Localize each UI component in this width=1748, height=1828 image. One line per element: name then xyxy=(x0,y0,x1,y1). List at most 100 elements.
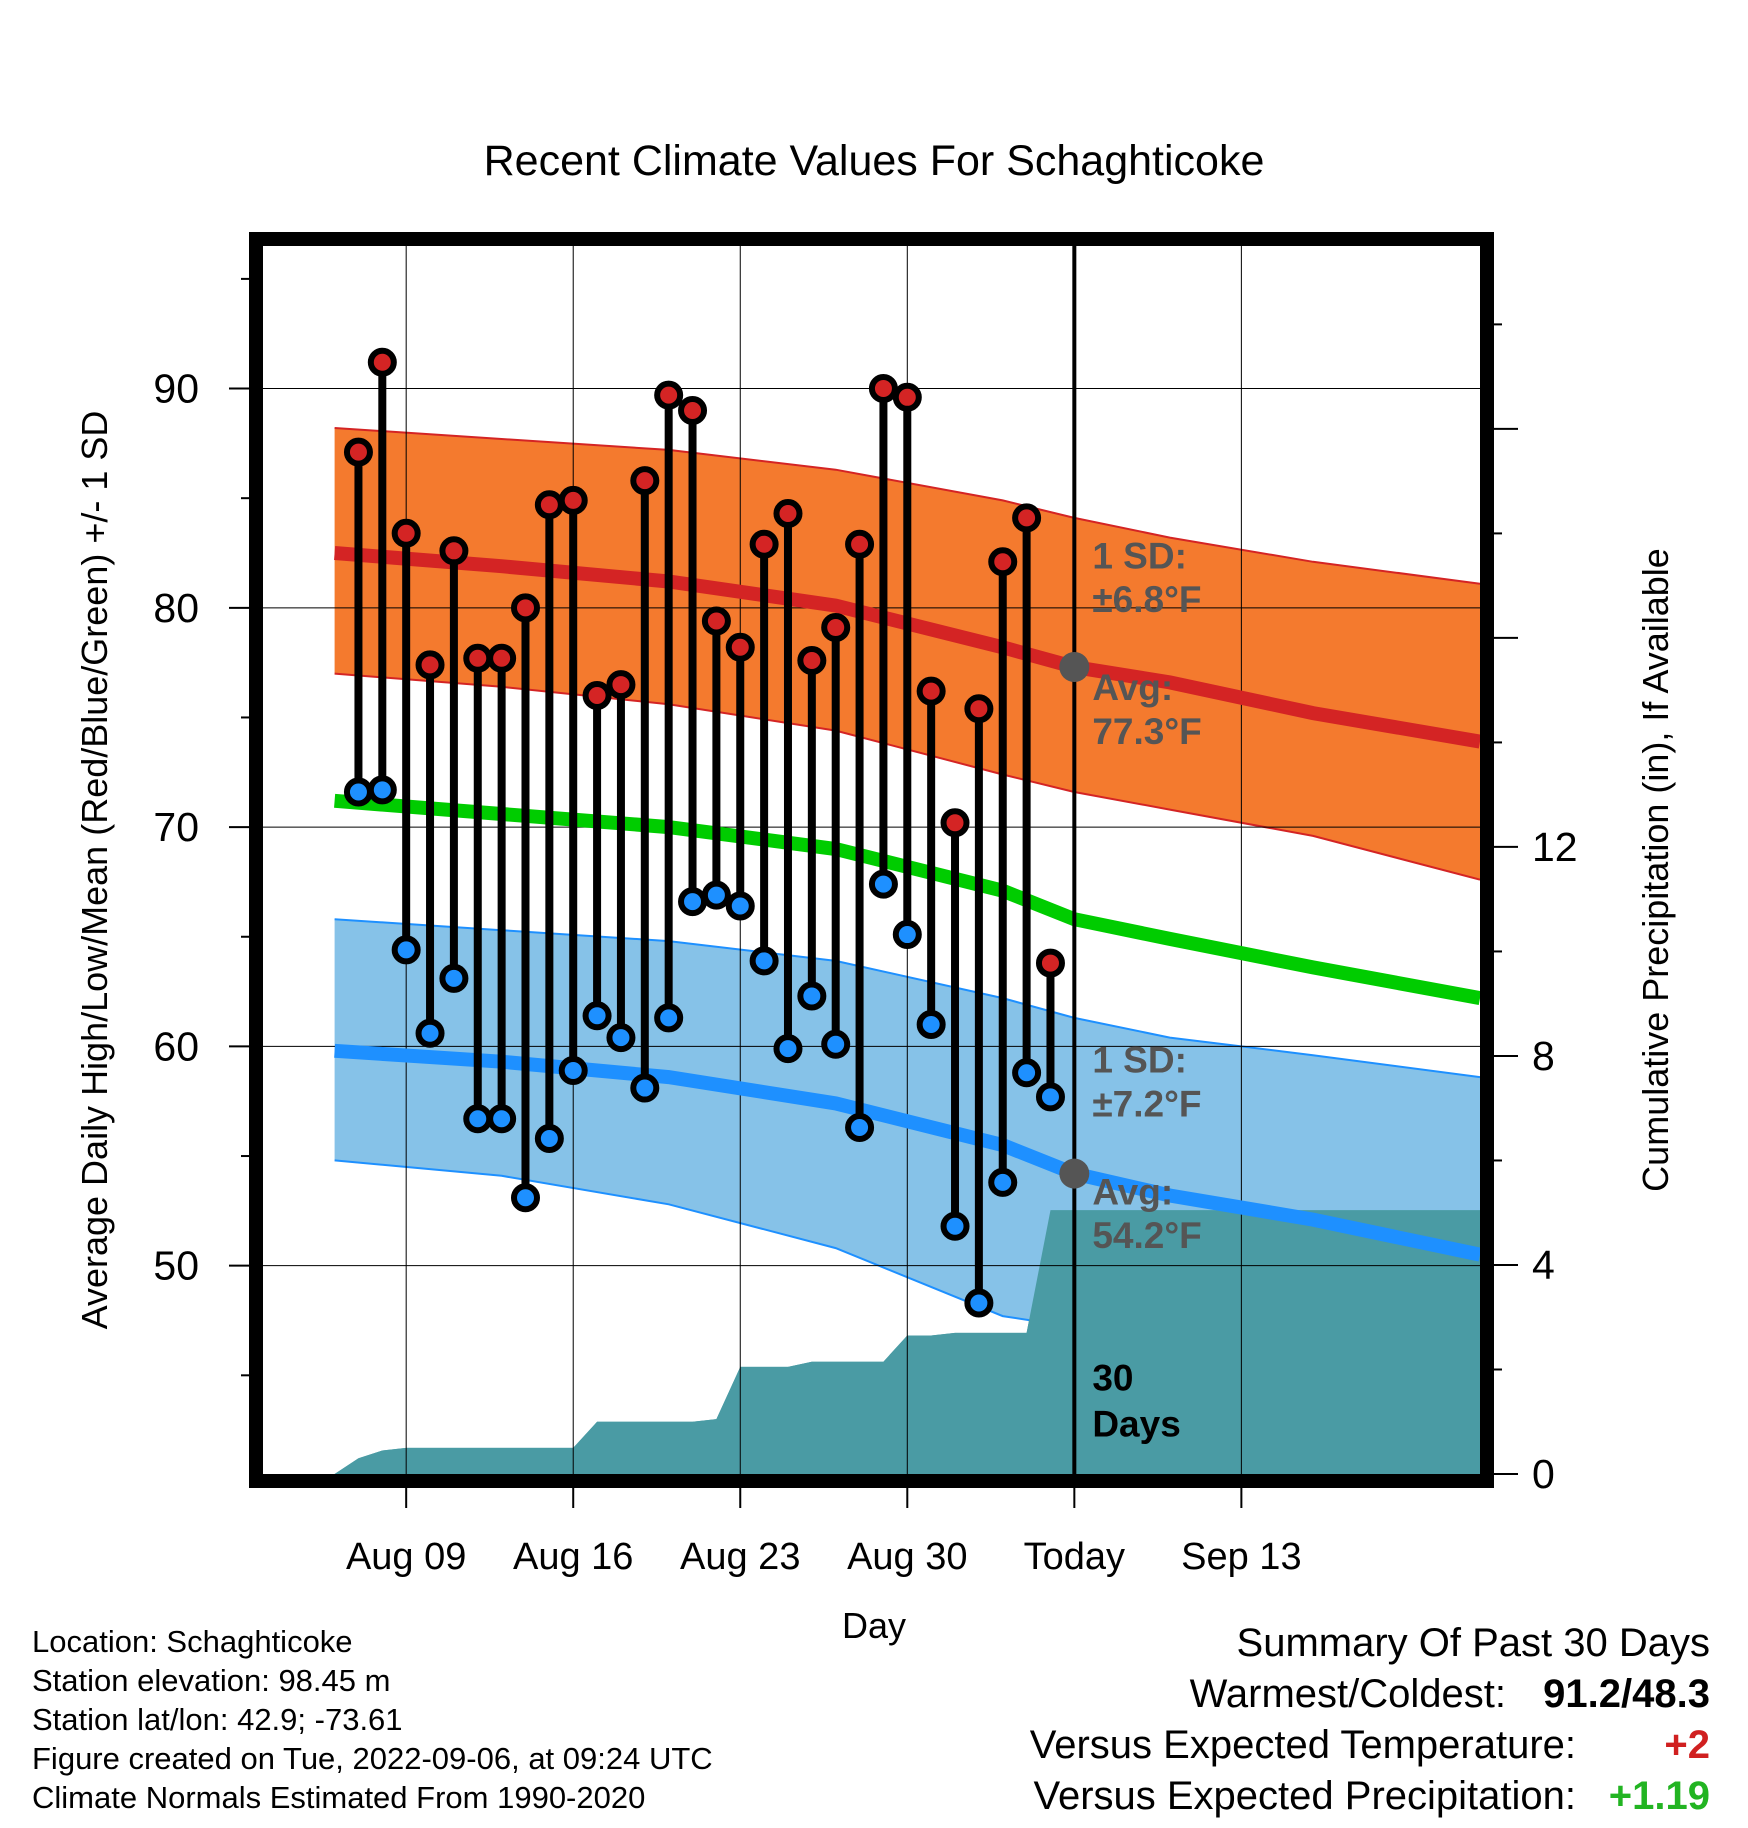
daily-low-point xyxy=(1035,1082,1065,1112)
daily-low-point xyxy=(868,869,898,899)
summary-precip-row: Versus Expected Precipitation: +1.19 xyxy=(1030,1771,1710,1822)
y2-tick-label: 12 xyxy=(1532,824,1578,870)
daily-low-point xyxy=(964,1288,994,1318)
daily-high-point xyxy=(606,670,636,700)
y-tick-label: 50 xyxy=(153,1243,199,1289)
daily-low-point xyxy=(487,1104,517,1134)
summary-temp-row: Versus Expected Temperature: +2 xyxy=(1030,1720,1710,1771)
daily-low-point xyxy=(916,1009,946,1039)
x-tick-label: Aug 23 xyxy=(680,1536,800,1578)
station-location: Location: Schaghticoke xyxy=(32,1624,353,1659)
daily-low-point xyxy=(797,981,827,1011)
daily-high-point xyxy=(725,632,755,662)
summary-heading: Summary Of Past 30 Days xyxy=(1236,1621,1710,1665)
daily-high-point xyxy=(415,650,445,680)
high-avg-value: 77.3°F xyxy=(1092,711,1201,752)
daily-high-point xyxy=(1035,948,1065,978)
daily-low-point xyxy=(1012,1058,1042,1088)
daily-high-point xyxy=(988,547,1018,577)
daily-high-point xyxy=(749,529,779,559)
daily-high-point xyxy=(940,808,970,838)
low-sd-value: ±7.2°F xyxy=(1092,1084,1201,1125)
daily-high-point xyxy=(463,643,493,673)
y-tick-label: 90 xyxy=(153,366,199,412)
precip-label: Versus Expected Precipitation: xyxy=(1033,1774,1576,1818)
daily-low-point xyxy=(630,1073,660,1103)
daily-high-point xyxy=(678,395,708,425)
daily-high-point xyxy=(701,606,731,636)
daily-low-point xyxy=(415,1018,445,1048)
daily-high-point xyxy=(391,518,421,548)
daily-high-point xyxy=(868,374,898,404)
days-window-label-number: 30 xyxy=(1092,1358,1133,1399)
daily-high-point xyxy=(845,529,875,559)
daily-low-point xyxy=(367,775,397,805)
daily-low-point xyxy=(654,1003,684,1033)
normals-period: Climate Normals Estimated From 1990-2020 xyxy=(32,1780,646,1815)
daily-low-point xyxy=(463,1104,493,1134)
high-sd-value: ±6.8°F xyxy=(1092,579,1201,620)
x-tick-label: Today xyxy=(1024,1536,1125,1578)
y-axis-label: Average Daily High/Low/Mean (Red/Blue/Gr… xyxy=(74,411,115,1330)
precip-value: +1.19 xyxy=(1608,1774,1710,1818)
daily-high-point xyxy=(582,681,612,711)
daily-high-point xyxy=(964,694,994,724)
temp-label: Versus Expected Temperature: xyxy=(1029,1723,1576,1767)
y-tick-label: 60 xyxy=(153,1023,199,1069)
high-sd-upper-line xyxy=(334,427,1480,585)
y-tick-label: 70 xyxy=(153,804,199,850)
daily-low-point xyxy=(749,946,779,976)
y2-tick-label: 4 xyxy=(1532,1242,1555,1288)
daily-low-point xyxy=(988,1167,1018,1197)
x-tick-label: Aug 09 xyxy=(346,1536,466,1578)
station-elevation: Station elevation: 98.45 m xyxy=(32,1663,391,1698)
warm-cold-label: Warmest/Coldest: xyxy=(1189,1672,1506,1716)
station-latlon: Station lat/lon: 42.9; -73.61 xyxy=(32,1702,403,1737)
daily-low-point xyxy=(725,891,755,921)
chart-title: Recent Climate Values For Schaghticoke xyxy=(484,137,1265,185)
high-avg-label: Avg: xyxy=(1092,667,1173,708)
daily-low-point xyxy=(845,1113,875,1143)
daily-low-point xyxy=(606,1023,636,1053)
y2-tick-label: 8 xyxy=(1532,1033,1555,1079)
daily-high-point xyxy=(1012,503,1042,533)
x-tick-label: Aug 16 xyxy=(513,1536,633,1578)
daily-high-point xyxy=(487,643,517,673)
daily-low-point xyxy=(701,880,731,910)
daily-high-point xyxy=(892,382,922,412)
daily-low-point xyxy=(439,963,469,993)
daily-high-point xyxy=(510,593,540,623)
daily-high-point xyxy=(367,347,397,377)
daily-low-point xyxy=(892,920,922,950)
daily-high-point xyxy=(630,466,660,496)
daily-low-point xyxy=(510,1183,540,1213)
daily-low-point xyxy=(821,1029,851,1059)
daily-low-point xyxy=(558,1056,588,1086)
daily-high-point xyxy=(654,380,684,410)
daily-high-point xyxy=(821,613,851,643)
plot-clipped-group xyxy=(263,246,1480,1474)
low-avg-value: 54.2°F xyxy=(1092,1215,1201,1256)
daily-high-point xyxy=(558,485,588,515)
summary-warm-cold-row: Warmest/Coldest: 91.2/48.3 xyxy=(1030,1669,1710,1720)
x-axis-label: Day xyxy=(842,1605,906,1646)
y-tick-label: 80 xyxy=(153,585,199,631)
warm-cold-value: 91.2/48.3 xyxy=(1543,1672,1710,1716)
daily-high-point xyxy=(439,536,469,566)
y2-axis-label: Cumulative Precipitation (in), If Availa… xyxy=(1635,548,1676,1192)
plot-frame xyxy=(249,232,1494,1488)
daily-high-point xyxy=(797,645,827,675)
today-low-avg-marker xyxy=(1059,1158,1090,1189)
daily-low-point xyxy=(773,1034,803,1064)
daily-high-point xyxy=(534,490,564,520)
daily-low-point xyxy=(343,777,373,807)
daily-low-point xyxy=(582,1001,612,1031)
summary-panel: Summary Of Past 30 Days Warmest/Coldest:… xyxy=(1030,1618,1710,1822)
low-sd-label: 1 SD: xyxy=(1092,1040,1187,1081)
x-tick-label: Sep 13 xyxy=(1181,1536,1301,1578)
x-tick-label: Aug 30 xyxy=(847,1536,967,1578)
y2-tick-label: 0 xyxy=(1532,1451,1555,1497)
daily-low-point xyxy=(391,935,421,965)
